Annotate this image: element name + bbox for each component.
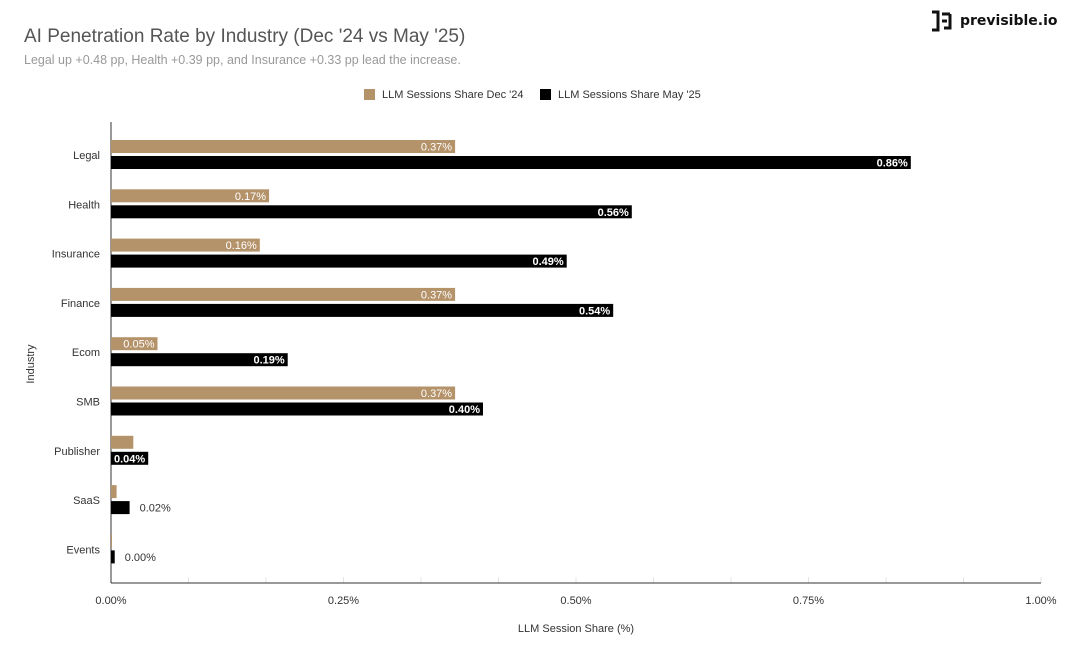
bar-saas-0 <box>111 485 117 499</box>
bar-finance-1 <box>111 303 614 317</box>
category-label: SMB <box>76 397 100 409</box>
legend-swatch <box>540 89 551 100</box>
bar-ecom-1 <box>111 353 288 367</box>
data-label: 0.86% <box>877 158 908 170</box>
category-label: Events <box>66 544 100 556</box>
bar-health-0 <box>111 189 270 203</box>
data-label: 0.49% <box>532 256 563 268</box>
y-axis-title: Industry <box>25 344 37 384</box>
data-label: 0.37% <box>421 142 452 154</box>
previsible-logo-icon <box>932 10 952 32</box>
category-label: Publisher <box>54 446 100 458</box>
data-label: 0.56% <box>598 207 629 219</box>
bar-legal-1 <box>111 156 911 169</box>
bar-insurance-0 <box>111 238 260 252</box>
legend-label: LLM Sessions Share May '25 <box>558 89 701 101</box>
x-tick-label: 0.75% <box>793 595 824 607</box>
data-label: 0.00% <box>125 552 156 564</box>
chart-subtitle: Legal up +0.48 pp, Health +0.39 pp, and … <box>24 53 461 67</box>
logo: previsible.io <box>930 10 1058 32</box>
x-tick-label: 1.00% <box>1025 595 1056 607</box>
bar-insurance-1 <box>111 254 567 268</box>
data-label: 0.04% <box>114 453 145 465</box>
data-label: 0.16% <box>226 240 257 252</box>
logo-text: previsible.io <box>960 13 1058 29</box>
data-label: 0.37% <box>421 388 452 400</box>
category-label: Health <box>68 199 100 211</box>
bar-publisher-1 <box>111 451 149 465</box>
data-label: 0.17% <box>235 191 266 203</box>
category-label: Legal <box>73 150 100 162</box>
x-tick-label: 0.50% <box>560 595 591 607</box>
bar-ecom-0 <box>111 337 158 351</box>
legend-label: LLM Sessions Share Dec '24 <box>382 89 524 101</box>
x-tick-label: 0.25% <box>328 595 359 607</box>
legend-swatch <box>364 89 375 100</box>
data-label: 0.05% <box>123 339 154 351</box>
x-tick-label: 0.00% <box>95 595 126 607</box>
chart-title: AI Penetration Rate by Industry (Dec '24… <box>24 26 466 47</box>
bar-publisher-0 <box>111 435 134 449</box>
bar-finance-0 <box>111 287 456 301</box>
bar-health-1 <box>111 205 632 219</box>
x-axis-title: LLM Session Share (%) <box>518 623 634 635</box>
data-label: 0.02% <box>140 503 171 515</box>
data-label: 0.54% <box>579 305 610 317</box>
bar-smb-1 <box>111 402 483 416</box>
data-label: 0.40% <box>449 404 480 416</box>
bar-events-1 <box>111 550 115 564</box>
category-label: Insurance <box>52 249 100 261</box>
data-label: 0.19% <box>253 355 284 367</box>
data-label: 0.37% <box>421 289 452 301</box>
bar-smb-0 <box>111 386 456 400</box>
bar-events-0 <box>111 534 112 548</box>
bar-legal-0 <box>111 140 456 153</box>
category-label: Finance <box>61 298 100 310</box>
category-label: Ecom <box>72 347 100 359</box>
bar-saas-1 <box>111 501 130 515</box>
category-label: SaaS <box>73 495 100 507</box>
